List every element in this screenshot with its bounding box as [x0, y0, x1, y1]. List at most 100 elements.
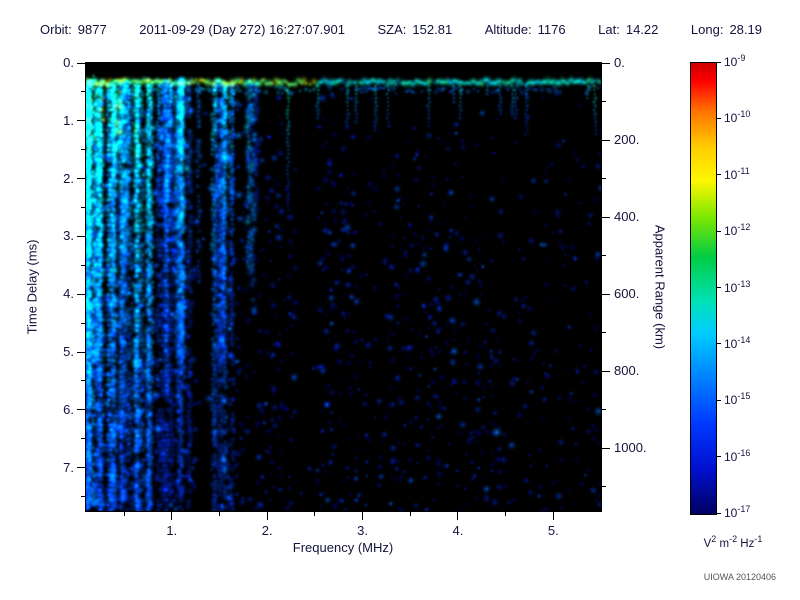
colorbar-tick	[717, 456, 721, 458]
y2-axis-tick-label: 800.	[614, 363, 640, 379]
colorbar-tick	[717, 230, 721, 232]
header-value-datetime: 2011-09-29 (Day 272) 16:27:07.901	[139, 22, 345, 37]
y-axis-tick-label: 6.	[63, 401, 74, 417]
y-axis-tick	[77, 62, 85, 64]
y-axis-tick	[77, 351, 85, 353]
unit-exp-m: -2	[729, 534, 738, 545]
colorbar-tick-label: 10-15	[724, 391, 751, 408]
colorbar-tick	[717, 399, 721, 401]
header-label-lat: Lat:	[598, 22, 620, 37]
credit-label: UIOWA 20120406	[703, 572, 776, 582]
x-axis-tick-label: 4.	[452, 523, 464, 538]
colorbar-tick	[717, 174, 721, 176]
y-axis-tick	[77, 467, 85, 469]
y2-axis-tick-label: 200.	[614, 132, 640, 148]
y-axis-minor-tick	[81, 207, 85, 209]
y-axis-tick-label: 2.	[63, 170, 74, 186]
colorbar-gradient	[691, 63, 716, 514]
x-axis-minor-tick	[219, 512, 221, 516]
unit-base-m: m	[716, 538, 730, 550]
y-axis-minor-tick	[81, 438, 85, 440]
y2-axis-minor-tick	[602, 332, 606, 334]
y2-axis-tick	[602, 62, 610, 64]
y2-axis-tick-label: 400.	[614, 209, 640, 225]
unit-exp-hz: -1	[754, 534, 763, 545]
y-axis-tick-label: 1.	[63, 112, 74, 128]
header-value-sza: 152.81	[412, 22, 453, 37]
header-item-lat: Lat: 14.22	[598, 22, 658, 37]
y-axis-minor-tick	[81, 380, 85, 382]
x-axis-minor-tick	[409, 512, 411, 516]
x-axis-tick	[266, 512, 268, 520]
colorbar-unit-label: V2 m-2 Hz-1	[686, 535, 780, 550]
y2-axis-tick-label: 1000.	[614, 440, 647, 456]
unit-exp-v: 2	[711, 534, 717, 545]
y2-axis-minor-tick	[602, 409, 606, 411]
y2-axis-minor-tick	[602, 178, 606, 180]
colorbar-tick-label: 10-12	[724, 222, 751, 239]
y2-axis-tick	[602, 370, 610, 372]
y-axis-tick	[77, 120, 85, 122]
x-axis-tick	[552, 512, 554, 520]
colorbar-tick-label: 10-14	[724, 334, 751, 351]
x-axis-tick-label: 3.	[357, 523, 368, 538]
y2-axis-tick	[602, 447, 610, 449]
y2-axis-tick-label: 0.	[614, 55, 625, 70]
unit-base-v: V	[703, 538, 712, 550]
x-axis-tick	[457, 512, 459, 520]
y-axis-tick	[77, 235, 85, 237]
header-item-altitude: Altitude: 1176	[485, 22, 566, 37]
header-value-lat: 14.22	[625, 22, 659, 37]
y2-axis-tick	[602, 216, 610, 218]
y-axis-tick-label: 0.	[63, 55, 74, 70]
y2-axis-minor-tick	[602, 101, 606, 103]
colorbar-tick	[717, 117, 721, 119]
y-axis-tick-label: 5.	[63, 344, 74, 360]
header-label-sza: SZA:	[377, 22, 407, 37]
y2-axis-minor-tick	[602, 255, 606, 257]
x-axis-tick-label: 2.	[261, 523, 273, 538]
y2-axis-tick	[602, 293, 610, 295]
x-axis-tick-label: 5.	[547, 523, 559, 538]
y2-axis-tick	[602, 139, 610, 141]
y-axis-tick	[77, 409, 85, 411]
colorbar	[690, 62, 717, 515]
x-axis-tick	[362, 512, 364, 520]
x-axis-minor-tick	[314, 512, 316, 516]
y-axis-tick	[77, 178, 85, 180]
y-axis-tick-label: 7.	[63, 459, 74, 475]
header-item-datetime: 2011-09-29 (Day 272) 16:27:07.901	[139, 22, 345, 37]
header-label-altitude: Altitude:	[484, 22, 532, 37]
y-axis-minor-tick	[81, 496, 85, 498]
header-item-long: Long: 28.19	[691, 22, 762, 37]
unit-base-hz: Hz	[737, 538, 755, 550]
colorbar-tick-label: 10-13	[724, 278, 751, 295]
colorbar-tick	[717, 61, 721, 63]
y-axis-minor-tick	[81, 149, 85, 151]
x-axis-minor-tick	[123, 512, 125, 516]
x-axis-minor-tick	[505, 512, 507, 516]
y-axis-minor-tick	[81, 91, 85, 93]
header-item-orbit: Orbit: 9877	[40, 22, 107, 37]
colorbar-tick-label: 10-10	[724, 109, 751, 126]
x-axis-tick	[171, 512, 173, 520]
header-item-sza: SZA: 152.81	[378, 22, 453, 37]
colorbar-tick-label: 10-17	[724, 504, 751, 521]
ionogram-canvas	[86, 63, 601, 511]
header-label-orbit: Orbit:	[40, 22, 72, 37]
header-label-long: Long:	[690, 22, 724, 37]
colorbar-tick-label: 10-9	[724, 53, 746, 70]
plot-frame	[85, 62, 602, 512]
y2-axis-minor-tick	[602, 486, 606, 488]
colorbar-tick-label: 10-16	[724, 447, 751, 464]
header-value-long: 28.19	[729, 22, 762, 37]
x-axis-tick-label: 1.	[166, 523, 178, 538]
colorbar-tick	[717, 343, 721, 345]
header: Orbit: 9877 2011-09-29 (Day 272) 16:27:0…	[40, 22, 762, 37]
y-axis-tick-label: 3.	[63, 228, 74, 244]
y2-axis-tick-label: 600.	[614, 286, 640, 302]
colorbar-tick	[717, 287, 721, 288]
colorbar-tick	[717, 512, 721, 514]
x-axis-title: Frequency (MHz)	[292, 540, 394, 555]
